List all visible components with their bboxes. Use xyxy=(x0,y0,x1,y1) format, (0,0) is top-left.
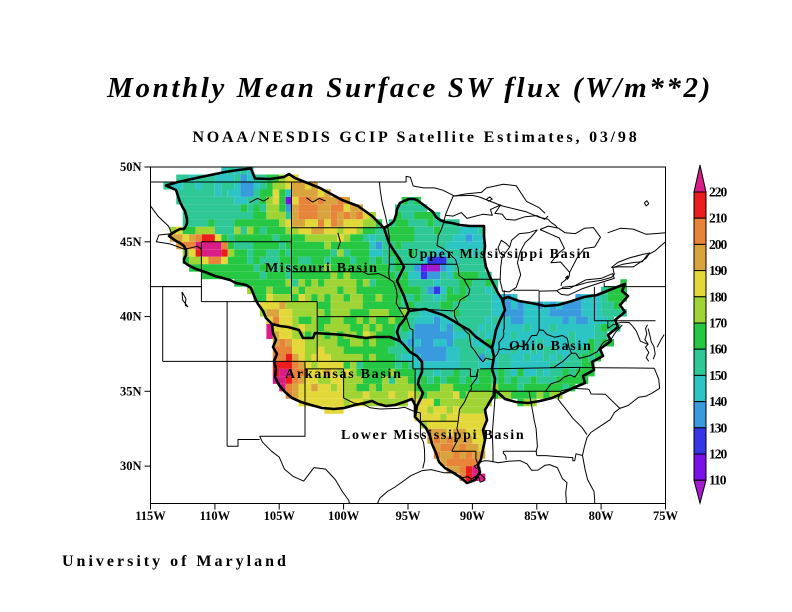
svg-text:160: 160 xyxy=(709,342,728,357)
svg-text:110: 110 xyxy=(709,473,727,488)
svg-text:110W: 110W xyxy=(200,509,231,523)
svg-text:Monthly Mean Surface SW flux (: Monthly Mean Surface SW flux (W/m**2) xyxy=(106,72,713,104)
svg-text:140: 140 xyxy=(709,394,728,409)
svg-text:190: 190 xyxy=(709,263,728,278)
svg-text:210: 210 xyxy=(709,211,728,226)
svg-text:220: 220 xyxy=(709,185,728,200)
svg-text:85W: 85W xyxy=(524,509,550,523)
svg-text:University of Maryland: University of Maryland xyxy=(62,553,289,570)
svg-text:90W: 90W xyxy=(460,509,486,523)
svg-text:50N: 50N xyxy=(120,160,142,174)
svg-text:Ohio Basin: Ohio Basin xyxy=(509,339,593,354)
svg-text:30N: 30N xyxy=(120,459,142,473)
svg-text:45N: 45N xyxy=(120,235,142,249)
svg-text:115W: 115W xyxy=(135,509,166,523)
svg-text:Missouri Basin: Missouri Basin xyxy=(265,261,379,276)
svg-text:80W: 80W xyxy=(589,509,615,523)
svg-text:75W: 75W xyxy=(653,509,679,523)
svg-text:150: 150 xyxy=(709,368,728,383)
svg-text:35N: 35N xyxy=(120,384,142,398)
svg-text:130: 130 xyxy=(709,420,728,435)
svg-text:Lower Mississippi Basin: Lower Mississippi Basin xyxy=(341,428,525,443)
svg-text:200: 200 xyxy=(709,237,728,252)
svg-text:40N: 40N xyxy=(120,310,142,324)
svg-text:170: 170 xyxy=(709,316,728,331)
svg-text:120: 120 xyxy=(709,447,728,462)
svg-text:Upper Mississippi Basin: Upper Mississippi Basin xyxy=(408,247,592,262)
svg-text:100W: 100W xyxy=(328,509,360,523)
svg-text:NOAA/NESDIS GCIP Satellite Est: NOAA/NESDIS GCIP Satellite Estimates, 03… xyxy=(192,129,639,146)
svg-text:105W: 105W xyxy=(264,509,296,523)
svg-text:180: 180 xyxy=(709,289,728,304)
svg-text:95W: 95W xyxy=(396,509,422,523)
svg-text:Arkansas Basin: Arkansas Basin xyxy=(285,367,403,382)
